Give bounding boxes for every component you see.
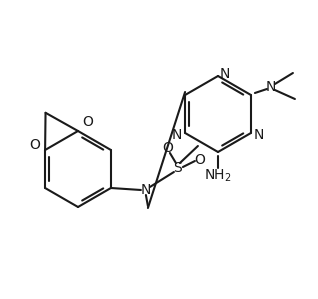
Text: N: N — [266, 80, 276, 94]
Text: O: O — [30, 138, 40, 152]
Text: O: O — [83, 115, 93, 129]
Text: NH$_2$: NH$_2$ — [204, 168, 232, 184]
Text: S: S — [174, 161, 182, 175]
Text: N: N — [141, 183, 151, 197]
Text: N: N — [254, 128, 264, 142]
Text: O: O — [195, 153, 205, 167]
Text: N: N — [220, 67, 230, 81]
Text: N: N — [172, 128, 182, 142]
Text: O: O — [162, 141, 173, 155]
